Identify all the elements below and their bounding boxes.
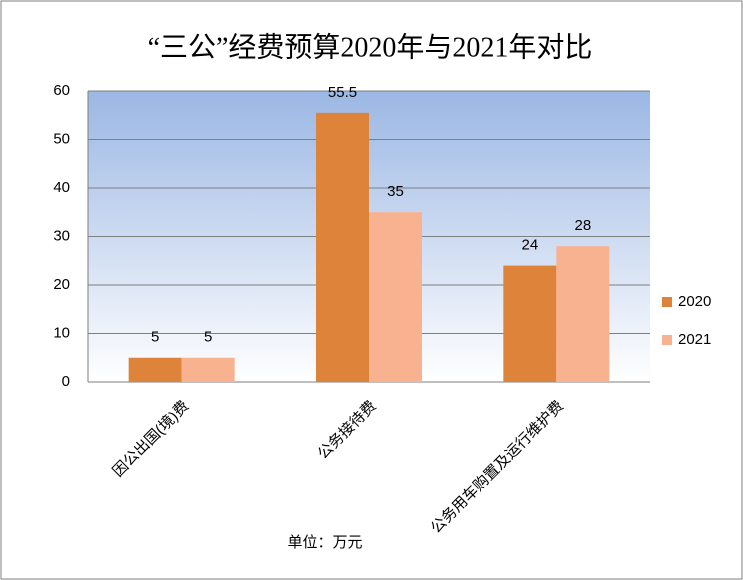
chart-title: “三公”经费预算2020年与2021年对比: [148, 31, 593, 63]
value-label: 28: [574, 217, 591, 234]
legend-swatch: [662, 335, 672, 345]
bar: [503, 265, 557, 382]
value-label: 35: [387, 183, 404, 200]
bar: [369, 212, 422, 382]
bar: [556, 246, 610, 382]
value-label: 24: [521, 237, 538, 254]
bar: [316, 112, 369, 382]
value-label: 5: [151, 329, 159, 346]
legend-label: 2020: [678, 293, 711, 310]
y-tick-label: 20: [53, 276, 70, 293]
y-tick-label: 0: [62, 373, 70, 390]
value-label: 55.5: [328, 84, 357, 101]
y-tick-label: 40: [53, 179, 70, 196]
unit-note: 单位：万元: [287, 534, 362, 551]
y-tick-label: 60: [53, 82, 70, 99]
bar: [181, 357, 235, 382]
bar: [128, 357, 182, 382]
legend-swatch: [662, 297, 672, 307]
value-label: 5: [204, 329, 212, 346]
y-tick-label: 10: [53, 324, 70, 341]
y-tick-label: 50: [53, 130, 70, 147]
legend-label: 2021: [678, 331, 711, 348]
y-tick-label: 30: [53, 227, 70, 244]
